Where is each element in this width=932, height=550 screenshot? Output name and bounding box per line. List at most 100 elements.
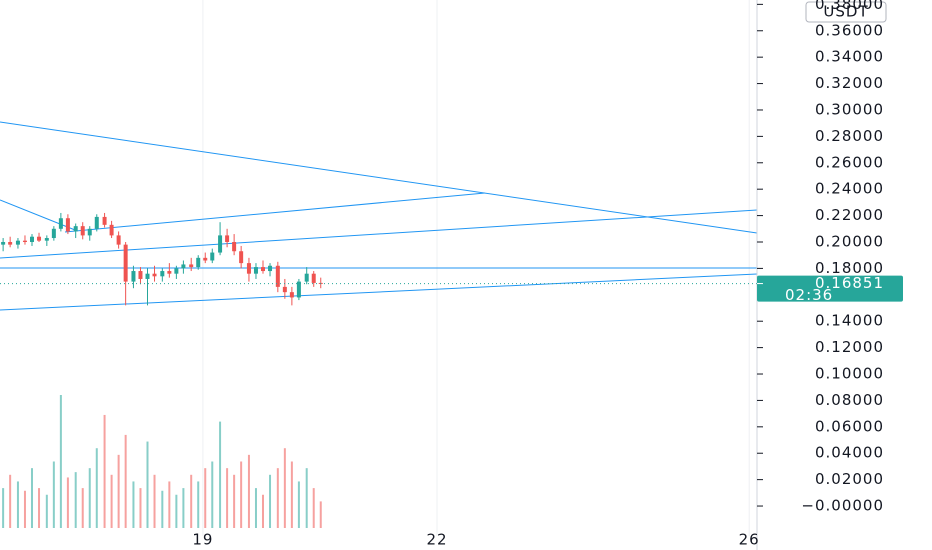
y-tick-label: 0.06000 (815, 417, 884, 435)
volume-bar (297, 481, 300, 528)
volume-bar (59, 395, 62, 528)
volume-bar (240, 461, 243, 528)
currency-label: USDT (823, 3, 868, 21)
volume-bar (261, 494, 264, 528)
volume-bar (211, 461, 214, 528)
volume-bar (45, 494, 48, 528)
candle-body (210, 252, 215, 261)
volume-bar (2, 488, 5, 528)
volume-bar (233, 474, 236, 528)
candle-body (152, 273, 157, 277)
candle-body (304, 273, 309, 282)
candle-body (174, 268, 179, 274)
volume-bar (290, 461, 293, 528)
candle-body (282, 286, 287, 293)
candle-body (15, 240, 20, 245)
y-tick-label: 0.38000 (815, 0, 884, 13)
candle-body (160, 271, 165, 277)
candle-body (123, 244, 128, 282)
volume-bar (110, 474, 113, 528)
candle-body (239, 251, 244, 264)
volume-bar (312, 488, 315, 528)
volume-bar (247, 454, 250, 528)
candle-body (102, 216, 107, 225)
volume-bar (175, 494, 178, 528)
candle-body (51, 228, 56, 239)
volume-bar (30, 468, 33, 528)
candle-body (131, 271, 136, 282)
volume-bar (139, 488, 142, 528)
candle-body (253, 267, 258, 274)
candle-body (116, 235, 121, 245)
volume-bar (161, 490, 164, 528)
volume-bar (95, 448, 98, 528)
candle-body (311, 273, 316, 283)
candle-body (138, 271, 143, 279)
candle-body (203, 257, 208, 261)
candle-body (232, 241, 237, 252)
volume-bar (66, 477, 69, 528)
volume-bar (88, 468, 91, 528)
countdown-label: 02:36 (785, 286, 833, 304)
candle-body (8, 241, 13, 245)
volume-bar (254, 488, 257, 528)
volume-bar (182, 488, 185, 528)
y-tick-label: 0.14000 (815, 312, 884, 330)
y-tick-label: 0.20000 (815, 232, 884, 250)
currency-box (805, 1, 887, 23)
candle-body (109, 224, 114, 236)
candle-body (189, 264, 194, 268)
candle-body (181, 264, 186, 269)
candle-body (94, 216, 99, 229)
y-tick-label: 0.30000 (815, 100, 884, 118)
y-tick-label: 0.10000 (815, 365, 884, 383)
volume-bar (269, 474, 272, 528)
x-tick-label: 22 (426, 531, 447, 549)
volume-bar (117, 454, 120, 528)
volume-bar (81, 488, 84, 528)
volume-bar (219, 421, 222, 528)
volume-bar (168, 481, 171, 528)
y-tick-label: 0.08000 (815, 391, 884, 409)
candle-body (260, 267, 265, 272)
y-tick-label: 0.28000 (815, 127, 884, 145)
y-tick-label: 0.36000 (815, 21, 884, 39)
volume-bar (16, 481, 19, 528)
volume-bar (197, 481, 200, 528)
volume-bar (226, 468, 229, 528)
last-price-label: 0.16851 (815, 274, 884, 292)
y-tick-label: −0.00000 (801, 497, 884, 515)
volume-bar (74, 472, 77, 528)
trend-line (0, 121, 758, 234)
y-tick-label: 0.26000 (815, 153, 884, 171)
candle-body (29, 236, 34, 242)
y-tick-label: 0.04000 (815, 444, 884, 462)
volume-bar (319, 501, 322, 528)
candle-body (37, 236, 42, 241)
candle-body (87, 228, 92, 236)
candle-body (218, 235, 223, 253)
candle-body (196, 257, 201, 268)
volume-bar (52, 461, 55, 528)
y-tick-label: 0.12000 (815, 338, 884, 356)
candle-body (22, 240, 27, 242)
volume-bar (204, 468, 207, 528)
candle-body (44, 238, 49, 241)
candle-body (275, 265, 280, 287)
candle-body (225, 235, 230, 242)
candle-body (1, 241, 6, 245)
volume-bar (190, 474, 193, 528)
y-tick-label: 0.18000 (815, 259, 884, 277)
trend-line (0, 273, 758, 311)
volume-bar (146, 441, 149, 528)
volume-bar (132, 481, 135, 528)
candle-body (73, 226, 78, 232)
candle-body (65, 218, 70, 232)
candle-body (80, 226, 85, 236)
candle-body (58, 218, 63, 229)
volume-bar (103, 414, 106, 528)
volume-bar (23, 490, 26, 528)
x-tick-label: 19 (192, 531, 213, 549)
volume-bar (305, 468, 308, 528)
